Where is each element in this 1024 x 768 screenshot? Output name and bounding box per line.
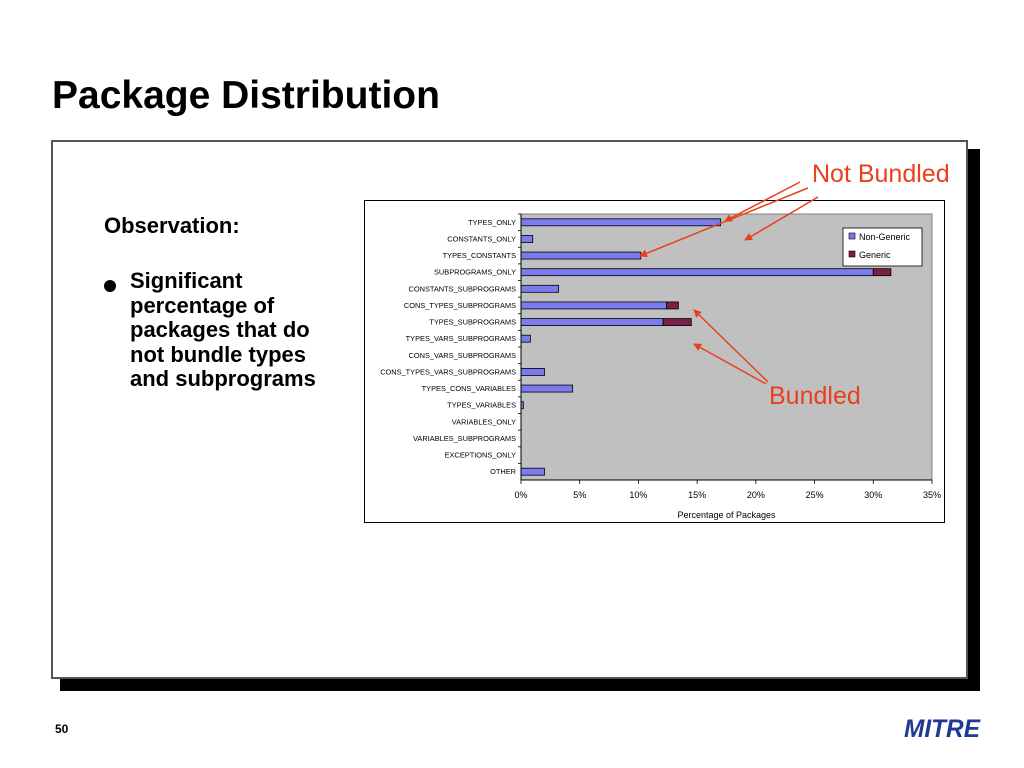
annotation-bundled: Bundled xyxy=(769,382,861,410)
mitre-logo: MITRE xyxy=(904,715,981,743)
annotation-arrow xyxy=(693,309,769,383)
category-label: CONS_TYPES_SUBPROGRAMS xyxy=(404,301,516,310)
bar xyxy=(520,251,642,260)
bar xyxy=(520,368,545,376)
category-label: CONSTANTS_SUBPROGRAMS xyxy=(409,284,517,293)
legend-label: Generic xyxy=(859,250,891,260)
x-tick-label: 30% xyxy=(864,490,882,500)
x-tick-label: 35% xyxy=(923,490,941,500)
annotation-arrow xyxy=(744,196,819,241)
category-label: EXCEPTIONS_ONLY xyxy=(445,451,516,460)
legend xyxy=(842,227,923,267)
category-label: CONS_VARS_SUBPROGRAMS xyxy=(409,351,517,360)
category-label: TYPES_CONS_VARIABLES xyxy=(422,384,516,393)
observation-heading: Observation: xyxy=(104,213,240,238)
category-label: VARIABLES_ONLY xyxy=(452,417,516,426)
legend-label: Non-Generic xyxy=(859,232,911,242)
bar xyxy=(520,318,664,326)
x-tick-label: 0% xyxy=(514,490,527,500)
bar xyxy=(520,334,531,343)
bar xyxy=(520,384,574,393)
legend-swatch xyxy=(848,232,856,240)
svg-text:MITRE: MITRE xyxy=(904,715,981,743)
x-axis-label: Percentage of Packages xyxy=(677,510,776,520)
annotation-arrow xyxy=(724,181,801,222)
category-label: OTHER xyxy=(490,467,516,476)
x-tick-label: 20% xyxy=(747,490,765,500)
bar xyxy=(520,284,559,293)
x-tick-label: 10% xyxy=(629,490,647,500)
bar xyxy=(520,235,534,243)
legend-swatch xyxy=(848,250,856,258)
category-label: TYPES_VARIABLES xyxy=(447,401,516,410)
category-label: CONSTANTS_ONLY xyxy=(447,234,516,243)
bar xyxy=(520,467,545,476)
bar xyxy=(520,268,874,277)
category-label: SUBPROGRAMS_ONLY xyxy=(434,268,516,277)
bar xyxy=(662,318,692,326)
bullet-text: Significant percentage of packages that … xyxy=(130,268,316,391)
x-tick-label: 5% xyxy=(573,490,586,500)
slide-title: Package Distribution xyxy=(52,74,440,117)
category-label: VARIABLES_SUBPROGRAMS xyxy=(413,434,516,443)
bar xyxy=(520,218,722,227)
annotation-arrow xyxy=(639,187,809,258)
x-tick-label: 25% xyxy=(806,490,824,500)
category-label: TYPES_VARS_SUBPROGRAMS xyxy=(406,334,516,343)
annotation-arrow xyxy=(693,343,767,385)
x-tick-label: 15% xyxy=(688,490,706,500)
category-label: TYPES_CONSTANTS xyxy=(443,251,516,260)
category-label: TYPES_SUBPROGRAMS xyxy=(429,318,516,327)
category-label: TYPES_ONLY xyxy=(468,218,516,227)
category-label: CONS_TYPES_VARS_SUBPROGRAMS xyxy=(380,367,516,376)
slide-number: 50 xyxy=(55,722,69,736)
bar xyxy=(520,301,668,310)
bar xyxy=(872,268,892,277)
annotation-not-bundled: Not Bundled xyxy=(812,160,950,188)
bullet-dot-icon xyxy=(104,280,116,292)
bar xyxy=(666,301,679,310)
